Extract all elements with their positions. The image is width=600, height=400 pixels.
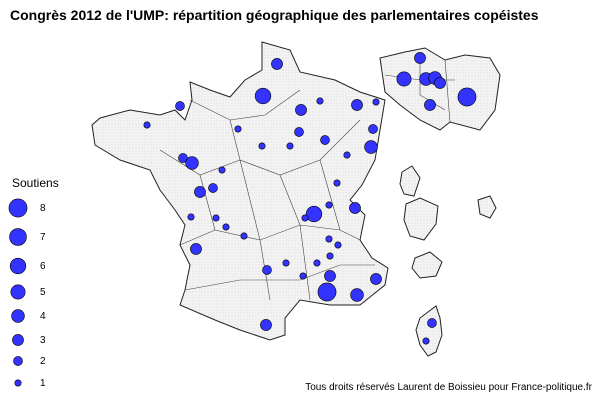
legend-bubble <box>13 356 23 366</box>
bubble <box>424 99 436 111</box>
bubble <box>422 337 430 345</box>
bubble <box>343 151 351 159</box>
legend-label: 4 <box>40 311 46 322</box>
bubble <box>414 52 426 64</box>
reunion <box>411 251 443 279</box>
guadeloupe <box>399 165 421 197</box>
bubble <box>254 87 272 105</box>
bubble <box>305 205 323 223</box>
bubble <box>325 201 333 209</box>
bubble <box>427 318 437 328</box>
bubble <box>185 156 199 170</box>
bubble <box>271 58 283 70</box>
bubble <box>301 214 309 222</box>
legend: 8 7 6 5 4 3 2 1 <box>8 198 46 389</box>
bubble <box>258 142 266 150</box>
bubble <box>313 259 321 267</box>
credit: Tous droits réservés Laurent de Boissieu… <box>305 382 592 393</box>
bubble <box>194 186 206 198</box>
bubble <box>295 104 307 116</box>
bubble <box>260 319 272 331</box>
bubble <box>286 142 294 150</box>
bubble <box>316 97 324 105</box>
legend-bubble <box>12 334 24 346</box>
bubble <box>262 265 272 275</box>
legend-label: 6 <box>40 261 46 272</box>
bubble <box>396 71 412 87</box>
bubble <box>364 140 378 154</box>
legend-bubble <box>10 284 26 300</box>
bubble <box>187 213 195 221</box>
bubble <box>208 183 218 193</box>
legend-label: 7 <box>40 232 46 243</box>
bubble <box>370 273 382 285</box>
bubbles <box>143 52 477 345</box>
legend-label: 8 <box>40 203 46 214</box>
ile-de-france-inset <box>379 47 501 131</box>
bubble <box>143 121 151 129</box>
bubble <box>222 223 230 231</box>
legend-bubble <box>9 257 27 275</box>
legend-bubble <box>9 228 27 246</box>
bubble <box>333 179 341 187</box>
bubble <box>178 153 188 163</box>
map-title: Congrès 2012 de l'UMP: répartition géogr… <box>10 7 539 23</box>
bubble <box>372 98 380 106</box>
bubble <box>334 241 342 249</box>
legend-label: 1 <box>40 378 46 389</box>
bubble <box>175 101 185 111</box>
bubble <box>234 125 242 133</box>
bubble <box>320 135 330 145</box>
bubble <box>351 99 363 111</box>
france-mainland <box>91 41 389 341</box>
bubble <box>218 166 226 174</box>
bubble <box>212 214 220 222</box>
bubble <box>349 202 361 214</box>
legend-label: 2 <box>40 356 46 367</box>
territories <box>91 41 501 357</box>
bubble <box>325 235 333 243</box>
legend-bubble <box>11 309 25 323</box>
bubble <box>326 252 334 260</box>
guyane <box>403 197 439 241</box>
department-borders <box>159 89 375 301</box>
legend-title: Soutiens <box>12 176 59 190</box>
legend-label: 3 <box>40 335 46 346</box>
legend-bubble <box>8 198 28 218</box>
corsica <box>415 305 443 357</box>
bubble <box>282 259 290 267</box>
bubble <box>299 272 307 280</box>
bubble <box>350 288 364 302</box>
bubble <box>324 270 336 282</box>
legend-bubble <box>14 379 22 387</box>
bubble <box>190 243 202 255</box>
bubble <box>317 282 337 302</box>
bubble <box>368 124 378 134</box>
bubble <box>434 77 446 89</box>
bubble <box>240 232 248 240</box>
legend-label: 5 <box>40 287 46 298</box>
martinique <box>477 195 497 219</box>
bubble <box>294 127 304 137</box>
bubble <box>457 87 477 107</box>
